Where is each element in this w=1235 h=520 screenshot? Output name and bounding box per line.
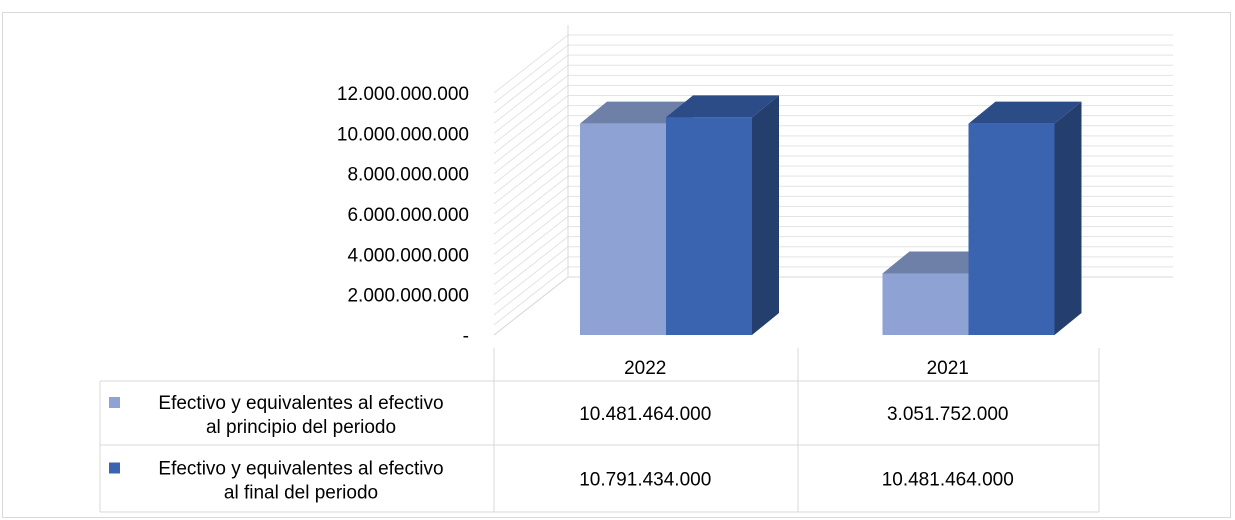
side-wall-gridline: [493, 185, 569, 245]
side-wall-gridline: [493, 155, 569, 215]
legend-label: Efectivo y equivalentes al efectivo: [158, 393, 443, 414]
legend-key: [109, 462, 120, 474]
y-tick-label: 2.000.000.000: [347, 286, 469, 307]
floor-edge-left: [493, 276, 569, 336]
bar: [666, 117, 752, 336]
side-wall-gridline: [493, 125, 569, 185]
side-wall-gridline: [493, 135, 569, 195]
data-label: 3.051.752.000: [887, 404, 1009, 425]
side-wall-gridline: [493, 246, 569, 306]
side-wall-gridline: [493, 34, 569, 94]
side-wall-gridline: [493, 54, 569, 114]
legend-label: al final del periodo: [224, 483, 378, 504]
bar-top-face: [580, 101, 693, 124]
side-wall-gridline: [493, 105, 569, 164]
side-wall-gridline: [493, 95, 569, 154]
side-wall-gridline: [493, 236, 569, 296]
legend-key: [109, 397, 120, 408]
side-wall-gridline: [493, 175, 569, 235]
bar-top-face: [882, 251, 996, 274]
legend-label: Efectivo y equivalentes al efectivo: [158, 459, 443, 480]
side-wall-gridline: [493, 266, 569, 326]
side-wall-gridline: [493, 145, 569, 205]
side-wall-gridline: [493, 195, 569, 255]
y-tick-label: -: [463, 326, 469, 347]
chart-frame: - 2.000.000.000 4.000.000.000 6.000.000.000…: [2, 12, 1231, 518]
y-tick-label: 12.000.000.000: [337, 84, 469, 105]
bar: [580, 123, 666, 335]
data-label: 10.481.464.000: [579, 404, 711, 425]
bar-chart-3d: - 2.000.000.000 4.000.000.000 6.000.000.000…: [99, 25, 1173, 513]
x-category-label: 2022: [624, 358, 666, 379]
side-wall-gridline: [493, 64, 569, 124]
side-wall-gridline: [493, 74, 569, 134]
bar-side-face: [1054, 101, 1082, 335]
bar: [968, 123, 1055, 335]
y-tick-label: 6.000.000.000: [347, 205, 469, 226]
side-wall-gridline: [493, 226, 569, 285]
side-wall-gridline: [493, 206, 569, 265]
y-tick-label: 8.000.000.000: [347, 165, 469, 186]
bar-top-face: [666, 95, 779, 118]
y-tick-label: 10.000.000.000: [337, 124, 469, 145]
side-wall-gridline: [493, 165, 569, 225]
x-category-label: 2021: [927, 358, 969, 379]
side-wall-gridline: [493, 115, 569, 175]
data-label: 10.791.434.000: [579, 470, 711, 491]
bar-side-face: [752, 95, 779, 336]
side-wall-gridline: [493, 256, 569, 316]
side-wall-gridline: [493, 44, 569, 104]
bar: [882, 273, 969, 335]
bar-top-face: [968, 101, 1082, 124]
side-wall-gridline: [493, 216, 569, 275]
data-label: 10.481.464.000: [882, 470, 1014, 491]
legend-label: al principio del periodo: [206, 417, 396, 438]
y-tick-label: 4.000.000.000: [347, 245, 469, 266]
side-wall-gridline: [493, 85, 569, 144]
